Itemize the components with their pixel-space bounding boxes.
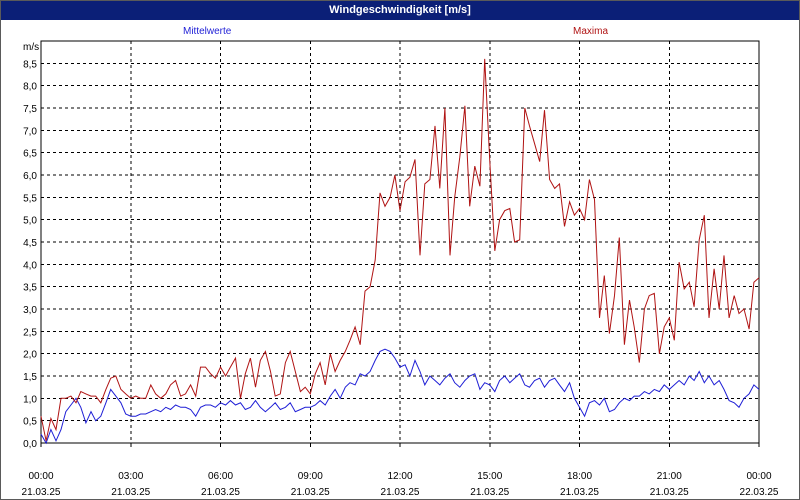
x-tick-time-label: 00:00 (746, 471, 771, 482)
x-tick-date-label: 21.03.25 (111, 487, 150, 498)
y-tick-label: 6,5 (23, 149, 37, 160)
y-tick-label: 2,5 (23, 327, 37, 338)
x-tick-time-label: 15:00 (477, 471, 502, 482)
x-tick-date-label: 21.03.25 (650, 487, 689, 498)
x-tick-date-label: 21.03.25 (291, 487, 330, 498)
y-tick-label: 5,5 (23, 193, 37, 204)
x-tick-time-label: 00:00 (28, 471, 53, 482)
series-line-maxima (40, 58, 760, 441)
y-tick-label: 6,0 (23, 171, 37, 182)
y-tick-label: 7,5 (23, 104, 37, 115)
legend-maxima: Maxima (573, 26, 609, 37)
y-tick-label: 4,5 (23, 238, 37, 249)
y-tick-label: 2,0 (23, 350, 37, 361)
y-axis-unit-label: m/s (23, 42, 39, 53)
y-tick-label: 3,5 (23, 283, 37, 294)
y-tick-label: 0,0 (23, 439, 37, 450)
y-tick-label: 5,0 (23, 216, 37, 227)
x-tick-date-label: 21.03.25 (470, 487, 509, 498)
y-tick-label: 4,0 (23, 260, 37, 271)
x-tick-time-label: 12:00 (387, 471, 412, 482)
y-tick-label: 3,0 (23, 305, 37, 316)
plot-frame (40, 40, 760, 444)
window-title: Windgeschwindigkeit [m/s] (1, 1, 799, 20)
x-tick-date-label: 21.03.25 (22, 487, 61, 498)
y-tick-label: 8,5 (23, 59, 37, 70)
y-tick-label: 1,0 (23, 394, 37, 405)
legend-mittelwerte: Mittelwerte (183, 26, 232, 37)
series-line-mittelwerte (40, 348, 760, 445)
x-tick-time-label: 06:00 (208, 471, 233, 482)
x-tick-time-label: 18:00 (567, 471, 592, 482)
y-tick-label: 0,5 (23, 417, 37, 428)
x-tick-time-label: 09:00 (298, 471, 323, 482)
y-tick-label: 1,5 (23, 372, 37, 383)
x-tick-date-label: 21.03.25 (201, 487, 240, 498)
x-tick-time-label: 03:00 (118, 471, 143, 482)
x-tick-date-label: 21.03.25 (381, 487, 420, 498)
x-tick-date-label: 21.03.25 (560, 487, 599, 498)
y-tick-label: 7,0 (23, 126, 37, 137)
x-tick-date-label: 22.03.25 (740, 487, 779, 498)
y-tick-label: 8,0 (23, 82, 37, 93)
x-tick-time-label: 21:00 (657, 471, 682, 482)
